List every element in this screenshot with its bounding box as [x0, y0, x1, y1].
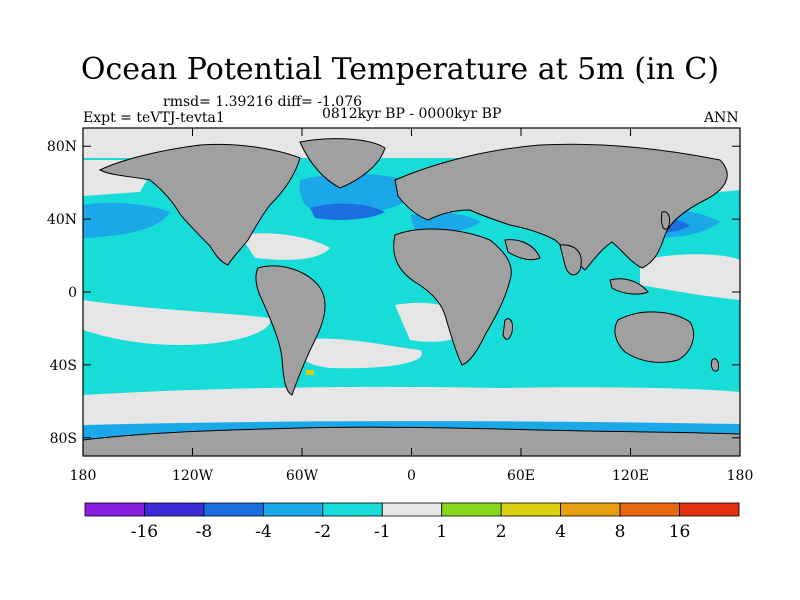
- lon-tick-label: 180: [70, 468, 97, 484]
- madagascar: [502, 318, 513, 340]
- colorbar-label: 8: [615, 522, 626, 542]
- lat-tick-label: 80S: [50, 431, 77, 447]
- colorbar: -16 -8 -4 -2 -1 1 2 4 8 16: [84, 502, 740, 542]
- map-plot-area: [83, 128, 740, 456]
- latitude-axis: 80N 40N 0 40S 80S: [47, 139, 740, 447]
- experiment-label: Expt = teVTJ-tevta1: [83, 110, 225, 126]
- eurasia: [394, 143, 728, 271]
- maritime-continent: [609, 278, 649, 295]
- colorbar-swatch: [144, 502, 205, 517]
- colorbar-swatch: [381, 502, 443, 517]
- lon-tick-label: 60E: [507, 468, 535, 484]
- japan: [661, 211, 671, 230]
- antarctica: [83, 426, 740, 456]
- lon-tick-label: 120W: [172, 468, 214, 484]
- colorbar-swatch: [679, 502, 740, 517]
- colorbar-swatch: [500, 502, 562, 517]
- greenland: [299, 138, 386, 189]
- colorbar-label: -16: [131, 522, 158, 542]
- colorbar-swatch: [84, 502, 145, 517]
- south-america: [255, 265, 326, 396]
- lon-tick-label: 120E: [612, 468, 649, 484]
- colorbar-label: 1: [436, 522, 447, 542]
- lat-tick-label: 80N: [47, 139, 77, 155]
- lon-tick-label: 0: [407, 468, 416, 484]
- colorbar-swatch: [560, 502, 621, 517]
- australia: [614, 311, 694, 363]
- lon-tick-label: 60W: [286, 468, 319, 484]
- colorbar-swatch: [619, 502, 680, 517]
- colorbar-label: 16: [669, 522, 691, 542]
- colorbar-label: 2: [496, 522, 507, 542]
- land-masses: [83, 138, 740, 456]
- colorbar-swatch: [262, 502, 324, 517]
- colorbar-label: -2: [315, 522, 332, 542]
- lat-tick-label: 40N: [47, 212, 77, 228]
- north-america: [98, 143, 301, 266]
- arabia: [504, 239, 541, 261]
- rmsd-diff-text: rmsd= 1.39216 diff= -1.076: [163, 94, 363, 110]
- longitude-axis: 180 120W 60W 0 60E 120E 180: [70, 128, 754, 484]
- season-label: ANN: [704, 110, 739, 126]
- colorbar-swatch: [322, 502, 383, 517]
- colorbar-label: -8: [196, 522, 213, 542]
- colorbar-swatch: [441, 502, 502, 517]
- lat-tick-label: 0: [68, 285, 77, 301]
- india: [559, 244, 582, 276]
- lon-tick-label: 180: [727, 468, 754, 484]
- colorbar-swatch: [203, 502, 264, 517]
- warm-anomaly-spot: [306, 370, 314, 375]
- lat-tick-label: 40S: [50, 358, 77, 374]
- colorbar-label: 4: [555, 522, 566, 542]
- new-zealand: [711, 358, 719, 372]
- colorbar-label: -4: [255, 522, 272, 542]
- africa: [393, 228, 512, 366]
- period-label: 0812kyr BP - 0000kyr BP: [322, 106, 502, 122]
- map-title: Ocean Potential Temperature at 5m (in C): [80, 52, 720, 87]
- colorbar-label: -1: [374, 522, 391, 542]
